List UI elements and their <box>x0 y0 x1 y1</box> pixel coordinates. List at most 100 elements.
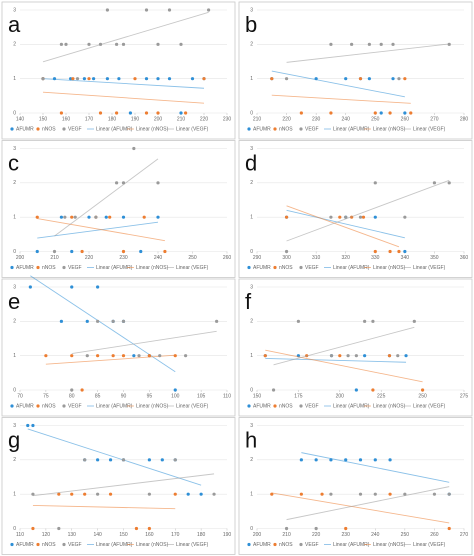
legend-marker <box>299 542 303 547</box>
point <box>121 181 126 185</box>
point <box>299 111 303 115</box>
point <box>121 249 126 254</box>
point <box>35 215 39 219</box>
x-tick-label: 80 <box>69 393 75 399</box>
legend-label: nNOS <box>279 542 293 548</box>
point <box>373 215 377 219</box>
x-tick-label: 230 <box>119 255 128 261</box>
point <box>373 458 377 462</box>
point <box>354 354 358 358</box>
trendline <box>271 492 450 524</box>
point <box>70 285 74 289</box>
point <box>409 111 413 115</box>
x-tick-label: 140 <box>16 116 25 122</box>
legend-marker <box>299 265 303 270</box>
x-tick-label: 250 <box>418 393 427 399</box>
point <box>184 111 188 115</box>
point <box>137 354 141 358</box>
point <box>44 354 48 358</box>
trendline <box>286 209 405 239</box>
legend-marker <box>62 265 66 270</box>
point <box>26 423 30 428</box>
point <box>367 77 371 81</box>
legend-label: AFUMR <box>253 403 271 409</box>
point <box>403 249 407 254</box>
point <box>421 388 425 392</box>
point <box>105 77 109 81</box>
point <box>121 319 126 323</box>
point <box>350 42 354 46</box>
point <box>71 77 75 81</box>
x-tick-label: 170 <box>171 532 180 538</box>
legend-label: Linear (AFUMR) <box>333 265 370 271</box>
point <box>41 77 45 81</box>
legend-label: VEGF <box>305 265 319 271</box>
x-tick-label: 230 <box>342 532 351 538</box>
y-tick-label: 1 <box>250 214 253 220</box>
point <box>358 215 363 219</box>
point <box>212 492 216 496</box>
legend-marker <box>273 404 277 408</box>
legend-label: Linear (VEGF) <box>413 403 446 409</box>
trendline <box>271 94 411 104</box>
point <box>57 526 61 531</box>
point <box>388 492 392 496</box>
y-tick-label: 2 <box>13 42 16 48</box>
point <box>121 215 126 219</box>
legend-label: Linear (AFUMR) <box>333 126 370 132</box>
point <box>184 354 188 358</box>
x-tick-label: 210 <box>282 532 291 538</box>
point <box>121 458 126 462</box>
point <box>344 458 348 462</box>
x-tick-label: 130 <box>68 532 77 538</box>
point <box>403 492 407 496</box>
x-tick-label: 220 <box>312 532 321 538</box>
point <box>144 8 149 12</box>
y-tick-label: 3 <box>250 146 253 152</box>
point <box>156 111 160 115</box>
point <box>104 215 108 219</box>
point <box>207 8 211 12</box>
x-tick-label: 240 <box>154 255 163 261</box>
x-tick-label: 180 <box>108 116 117 122</box>
point <box>59 319 64 323</box>
panel-frame <box>238 417 473 555</box>
x-tick-label: 200 <box>336 393 345 399</box>
point <box>447 181 451 185</box>
point <box>344 526 348 531</box>
y-tick-label: 1 <box>13 491 16 497</box>
point <box>358 458 363 462</box>
legend-label: VEGF <box>68 542 82 548</box>
point <box>379 42 383 46</box>
point <box>139 249 143 254</box>
x-tick-label: 360 <box>460 255 469 261</box>
point <box>31 492 35 496</box>
point <box>186 492 190 496</box>
point <box>128 111 132 115</box>
point <box>158 354 162 358</box>
point <box>403 215 407 219</box>
legend-label: Linear (nNOS) <box>373 542 406 548</box>
legend-label: Linear (AFUMR) <box>96 265 133 271</box>
trendline <box>71 330 217 355</box>
point <box>270 492 274 496</box>
panel-frame <box>1 417 236 555</box>
trendline <box>286 179 450 242</box>
legend-marker <box>36 127 40 131</box>
x-tick-label: 160 <box>145 532 154 538</box>
x-tick-label: 280 <box>460 116 469 122</box>
point <box>388 249 392 254</box>
point <box>412 319 416 323</box>
x-tick-label: 320 <box>342 255 351 261</box>
trendline <box>42 91 205 104</box>
y-tick-label: 2 <box>250 180 253 186</box>
x-tick-label: 250 <box>401 532 410 538</box>
legend-label: Linear (VEGF) <box>176 265 209 271</box>
point <box>320 492 324 496</box>
point <box>270 77 274 81</box>
x-tick-label: 100 <box>171 393 180 399</box>
point <box>111 319 115 323</box>
point <box>80 388 84 392</box>
point <box>329 458 333 462</box>
